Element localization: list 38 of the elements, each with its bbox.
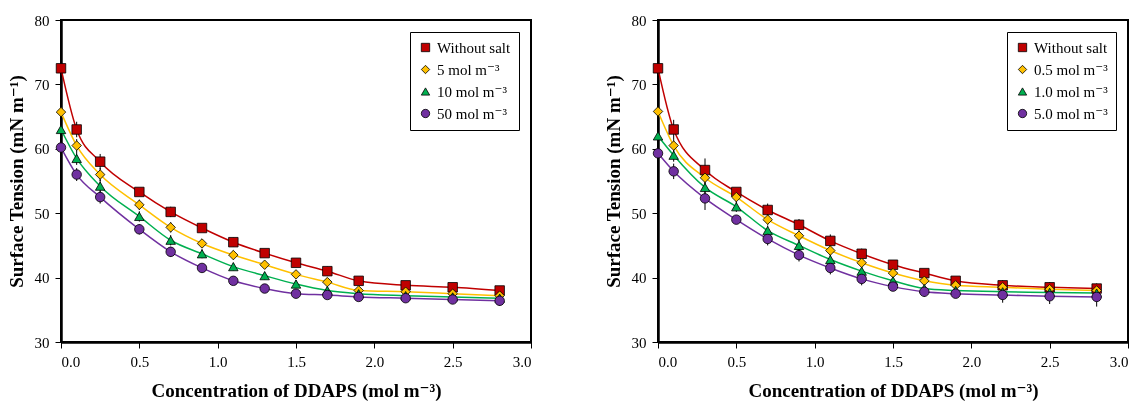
x-tick-label: 2.0 xyxy=(365,353,385,370)
x-tick-label: 0.0 xyxy=(61,353,81,370)
x-tick-label: 2.5 xyxy=(443,353,463,370)
legend-label: 0.5 mol m⁻³ xyxy=(1034,61,1109,78)
y-tick-label: 80 xyxy=(34,12,50,29)
y-axis-title: Surface Tension (mN m⁻¹) xyxy=(5,75,28,288)
y-tick-label: 50 xyxy=(34,205,50,222)
legend-label: 5 mol m⁻³ xyxy=(437,61,500,78)
y-tick-label: 40 xyxy=(631,270,647,287)
legend-label: 1.0 mol m⁻³ xyxy=(1034,83,1109,100)
legend-label: Without salt xyxy=(1034,39,1108,56)
y-tick-label: 40 xyxy=(34,270,50,287)
legend-label: 5.0 mol m⁻³ xyxy=(1034,105,1109,122)
legend-label: 10 mol m⁻³ xyxy=(437,83,508,100)
y-tick-label: 30 xyxy=(631,334,647,351)
x-tick-label: 2.5 xyxy=(1040,353,1060,370)
x-tick-label: 2.0 xyxy=(962,353,982,370)
x-tick-label: 3.0 xyxy=(512,353,532,370)
y-tick-label: 60 xyxy=(631,141,647,158)
y-tick-label: 70 xyxy=(34,76,50,93)
x-axis-title: Concentration of DDAPS (mol m⁻³) xyxy=(748,379,1039,402)
y-tick-label: 30 xyxy=(34,334,50,351)
x-tick-label: 1.0 xyxy=(805,353,825,370)
y-tick-label: 60 xyxy=(34,141,50,158)
y-tick-label: 80 xyxy=(631,12,647,29)
x-tick-label: 3.0 xyxy=(1109,353,1129,370)
x-tick-label: 1.0 xyxy=(208,353,228,370)
y-axis-title: Surface Tension (mN m⁻¹) xyxy=(602,75,625,288)
x-axis-title: Concentration of DDAPS (mol m⁻³) xyxy=(151,379,442,402)
legend-label: Without salt xyxy=(437,39,511,56)
legend-label: 50 mol m⁻³ xyxy=(437,105,508,122)
y-tick-label: 70 xyxy=(631,76,647,93)
x-tick-label: 1.5 xyxy=(884,353,903,370)
x-tick-label: 0.5 xyxy=(727,353,747,370)
x-tick-label: 1.5 xyxy=(287,353,306,370)
x-tick-label: 0.0 xyxy=(658,353,678,370)
x-tick-label: 0.5 xyxy=(130,353,150,370)
y-tick-label: 50 xyxy=(631,205,647,222)
